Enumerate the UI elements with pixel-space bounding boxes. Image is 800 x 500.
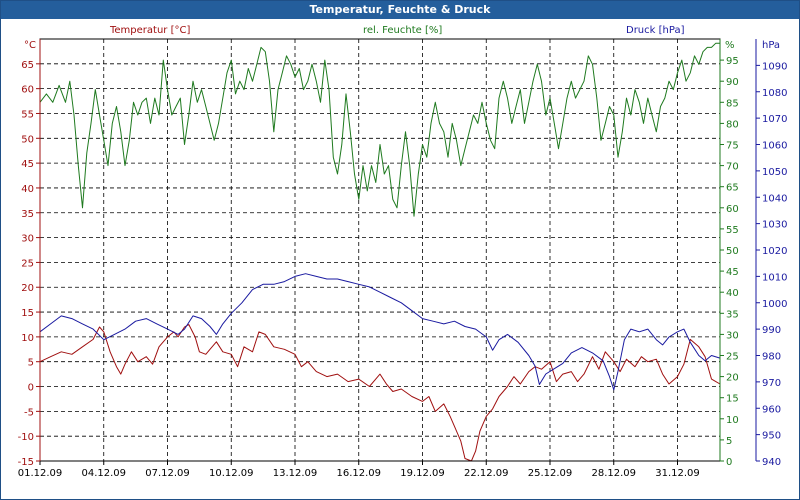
temperature-tick-label: 15 bbox=[21, 308, 34, 319]
x-tick-label: 04.12.09 bbox=[81, 468, 126, 479]
temperature-tick-label: 10 bbox=[21, 333, 34, 344]
temperature-line bbox=[39, 324, 721, 462]
pressure-tick-label: 990 bbox=[762, 325, 781, 336]
data-series bbox=[39, 42, 721, 462]
humidity-tick-label: 15 bbox=[726, 394, 739, 405]
x-tick-label: 31.12.09 bbox=[655, 468, 700, 479]
humidity-tick-label: 60 bbox=[726, 204, 739, 215]
humidity-tick-label: 55 bbox=[726, 225, 739, 236]
pressure-tick-label: 960 bbox=[762, 404, 781, 415]
humidity-unit: % bbox=[725, 40, 735, 51]
temperature-tick-label: 55 bbox=[21, 109, 34, 120]
chart-title: Temperatur, Feuchte & Druck bbox=[1, 1, 799, 19]
x-tick-label: 13.12.09 bbox=[273, 468, 318, 479]
temperature-tick-label: 65 bbox=[21, 60, 34, 71]
humidity-tick-label: 20 bbox=[726, 373, 739, 384]
humidity-tick-label: 70 bbox=[726, 162, 739, 173]
x-tick-label: 01.12.09 bbox=[18, 468, 63, 479]
humidity-tick-label: 40 bbox=[726, 288, 739, 299]
x-tick-label: 22.12.09 bbox=[464, 468, 509, 479]
humidity-tick-label: 65 bbox=[726, 183, 739, 194]
temperature-axis-title: Temperatur [°C] bbox=[109, 25, 190, 36]
humidity-tick-label: 30 bbox=[726, 330, 739, 341]
humidity-tick-label: 95 bbox=[726, 56, 739, 67]
temperature-tick-label: 60 bbox=[21, 85, 34, 96]
temperature-unit: °C bbox=[24, 40, 36, 51]
temperature-tick-label: 50 bbox=[21, 134, 34, 145]
temperature-tick-label: 25 bbox=[21, 258, 34, 269]
pressure-tick-label: 1050 bbox=[762, 167, 787, 178]
humidity-line bbox=[39, 42, 720, 217]
humidity-tick-label: 50 bbox=[726, 246, 739, 257]
x-tick-label: 25.12.09 bbox=[528, 468, 573, 479]
x-tick-label: 19.12.09 bbox=[400, 468, 445, 479]
pressure-tick-label: 1060 bbox=[762, 141, 787, 152]
temperature-tick-label: -15 bbox=[18, 457, 34, 468]
pressure-tick-label: 980 bbox=[762, 352, 781, 363]
humidity-axis-title: rel. Feuchte [%] bbox=[363, 25, 442, 36]
temperature-tick-label: 35 bbox=[21, 209, 34, 220]
humidity-tick-label: 0 bbox=[726, 457, 732, 468]
pressure-line bbox=[39, 273, 721, 391]
pressure-tick-label: 1000 bbox=[762, 299, 787, 310]
temperature-tick-label: -5 bbox=[24, 407, 34, 418]
pressure-tick-label: 950 bbox=[762, 431, 781, 442]
temperature-tick-label: 45 bbox=[21, 159, 34, 170]
temperature-tick-label: 0 bbox=[28, 383, 34, 394]
x-tick-label: 10.12.09 bbox=[209, 468, 254, 479]
axis-ticks: 01.12.09 04.12.09 07.12.09 10.12.09 13.12.09… bbox=[18, 56, 788, 479]
pressure-tick-label: 1090 bbox=[762, 61, 787, 72]
pressure-tick-label: 1010 bbox=[762, 272, 787, 283]
x-tick-label: 07.12.09 bbox=[145, 468, 190, 479]
pressure-axis-title: Druck [hPa] bbox=[626, 25, 685, 36]
temperature-tick-label: -10 bbox=[18, 432, 34, 443]
pressure-unit: hPa bbox=[762, 40, 780, 51]
pressure-tick-label: 1070 bbox=[762, 114, 787, 125]
humidity-tick-label: 80 bbox=[726, 119, 739, 130]
humidity-tick-label: 35 bbox=[726, 309, 739, 320]
temperature-tick-label: 40 bbox=[21, 184, 34, 195]
x-tick-label: 28.12.09 bbox=[591, 468, 636, 479]
humidity-tick-label: 5 bbox=[726, 436, 732, 447]
humidity-tick-label: 85 bbox=[726, 98, 739, 109]
pressure-tick-label: 1040 bbox=[762, 193, 787, 204]
pressure-tick-label: 970 bbox=[762, 378, 781, 389]
humidity-tick-label: 10 bbox=[726, 415, 739, 426]
x-tick-label: 16.12.09 bbox=[336, 468, 381, 479]
humidity-tick-label: 25 bbox=[726, 352, 739, 363]
humidity-tick-label: 90 bbox=[726, 77, 739, 88]
humidity-tick-label: 45 bbox=[726, 267, 739, 278]
humidity-tick-label: 75 bbox=[726, 141, 739, 152]
temperature-tick-label: 30 bbox=[21, 234, 34, 245]
pressure-tick-label: 1080 bbox=[762, 88, 787, 99]
pressure-tick-label: 1030 bbox=[762, 220, 787, 231]
temperature-tick-label: 5 bbox=[28, 358, 34, 369]
temperature-tick-label: 20 bbox=[21, 283, 34, 294]
pressure-tick-label: 940 bbox=[762, 457, 781, 468]
pressure-tick-label: 1020 bbox=[762, 246, 787, 257]
